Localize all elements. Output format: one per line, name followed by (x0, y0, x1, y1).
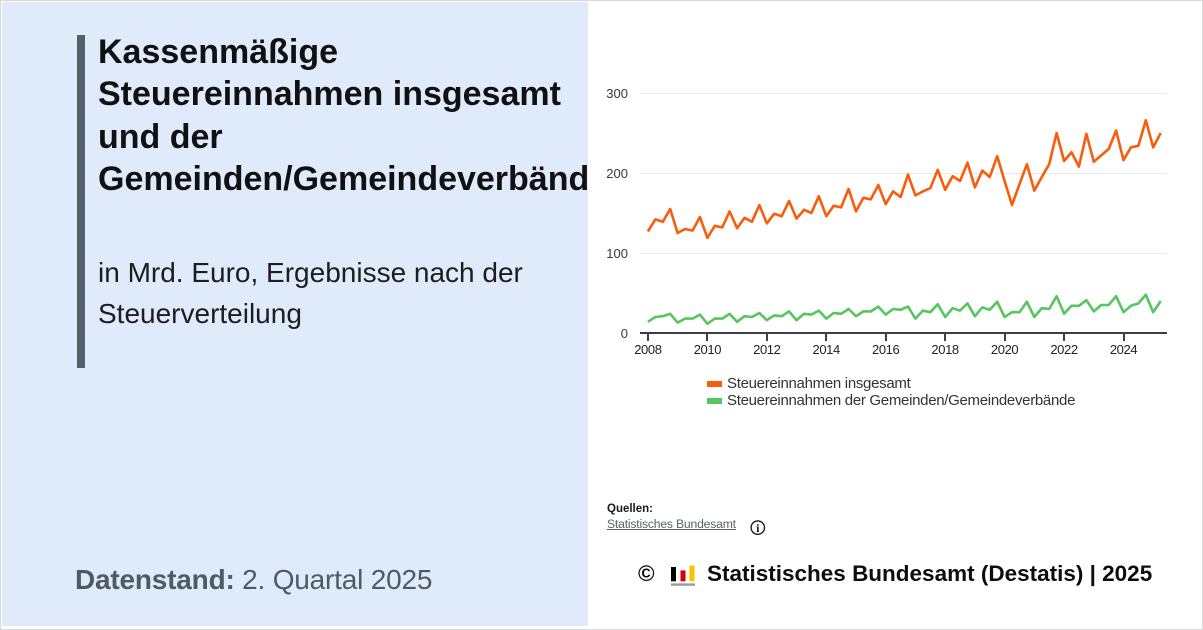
svg-text:i: i (756, 521, 760, 535)
